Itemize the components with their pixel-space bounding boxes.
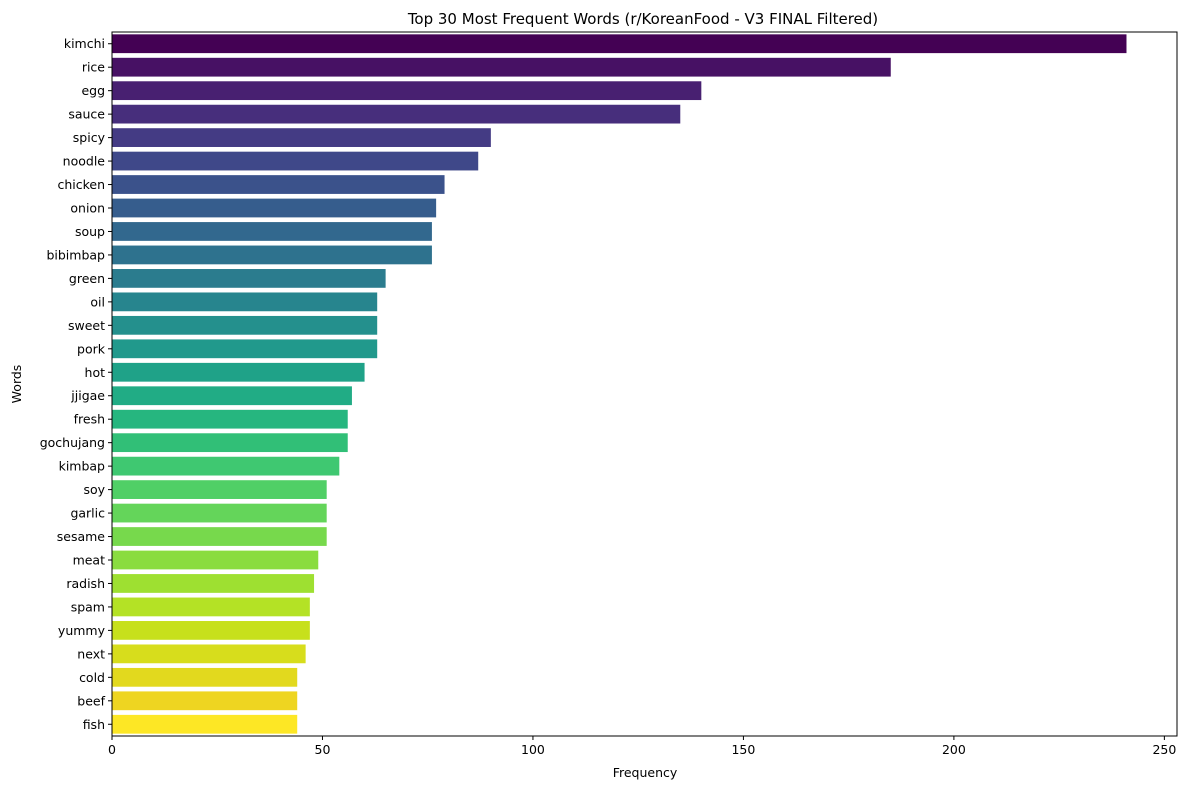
y-tick-label: kimchi xyxy=(64,36,105,51)
bar-green xyxy=(112,269,386,288)
y-tick-label: sweet xyxy=(68,318,105,333)
bar-gochujang xyxy=(112,433,348,453)
y-tick-label: chicken xyxy=(57,177,105,192)
x-tick-label: 200 xyxy=(942,742,966,757)
y-tick-label: fish xyxy=(83,717,105,732)
bar-hot xyxy=(112,362,365,382)
bar-spam xyxy=(112,597,310,617)
bar-yummy xyxy=(112,621,310,640)
bars-group xyxy=(112,34,1127,734)
y-tick-label: hot xyxy=(85,365,106,380)
bar-kimchi xyxy=(112,34,1127,54)
y-tick-label: soup xyxy=(75,224,105,239)
bar-rice xyxy=(112,57,891,77)
y-tick-label: sesame xyxy=(57,529,106,544)
y-tick-label: pork xyxy=(77,341,106,356)
bar-soy xyxy=(112,480,327,499)
x-tick-label: 0 xyxy=(108,742,116,757)
y-tick-label: next xyxy=(77,646,105,661)
y-tick-label: radish xyxy=(66,576,105,591)
y-tick-label: meat xyxy=(73,553,106,568)
bar-bibimbap xyxy=(112,245,432,265)
y-tick-label: cold xyxy=(79,670,105,685)
bar-cold xyxy=(112,667,298,687)
x-tick-label: 100 xyxy=(521,742,545,757)
y-tick-label: spam xyxy=(71,599,105,614)
bar-fish xyxy=(112,714,298,734)
bar-fresh xyxy=(112,409,348,429)
y-tick-label: jjigae xyxy=(70,388,105,403)
y-tick-label: kimbap xyxy=(59,459,105,474)
bar-jjigae xyxy=(112,386,352,406)
y-tick-label: rice xyxy=(82,60,105,75)
bar-egg xyxy=(112,81,702,101)
y-tick-label: soy xyxy=(83,482,105,497)
y-tick-label: spicy xyxy=(73,130,106,145)
y-tick-label: noodle xyxy=(63,154,106,169)
y-axis-ticks: kimchi rice egg sauce spicy noodle chicken onio… xyxy=(40,36,112,732)
bar-kimbap xyxy=(112,456,340,476)
bar-soup xyxy=(112,222,432,241)
bar-noodle xyxy=(112,151,479,171)
y-tick-label: fresh xyxy=(74,412,105,427)
bar-sweet xyxy=(112,315,378,335)
y-tick-label: bibimbap xyxy=(46,247,105,262)
bar-beef xyxy=(112,691,298,711)
bar-spicy xyxy=(112,128,491,147)
y-tick-label: green xyxy=(69,271,105,286)
x-tick-label: 150 xyxy=(731,742,755,757)
bar-sesame xyxy=(112,527,327,546)
y-tick-label: egg xyxy=(81,83,105,98)
y-tick-label: yummy xyxy=(58,623,106,638)
y-axis-label: Words xyxy=(9,365,24,404)
bar-radish xyxy=(112,574,315,593)
x-tick-label: 50 xyxy=(315,742,331,757)
bar-pork xyxy=(112,339,378,359)
y-tick-label: gochujang xyxy=(40,435,105,450)
y-tick-label: sauce xyxy=(68,107,105,122)
bar-chicken xyxy=(112,175,445,194)
x-axis-label: Frequency xyxy=(613,765,678,780)
bar-next xyxy=(112,644,306,664)
y-tick-label: oil xyxy=(90,294,105,309)
bar-meat xyxy=(112,550,319,570)
bar-sauce xyxy=(112,104,681,124)
bar-onion xyxy=(112,198,437,218)
y-tick-label: onion xyxy=(70,201,105,216)
x-axis-ticks: 0 50 100 150 200 250 xyxy=(108,736,1176,757)
chart-title: Top 30 Most Frequent Words (r/KoreanFood… xyxy=(407,10,878,28)
x-tick-label: 250 xyxy=(1152,742,1176,757)
bar-garlic xyxy=(112,503,327,523)
bar-oil xyxy=(112,292,378,312)
y-tick-label: beef xyxy=(77,693,105,708)
plot-frame xyxy=(111,31,1178,737)
y-tick-label: garlic xyxy=(70,506,105,521)
